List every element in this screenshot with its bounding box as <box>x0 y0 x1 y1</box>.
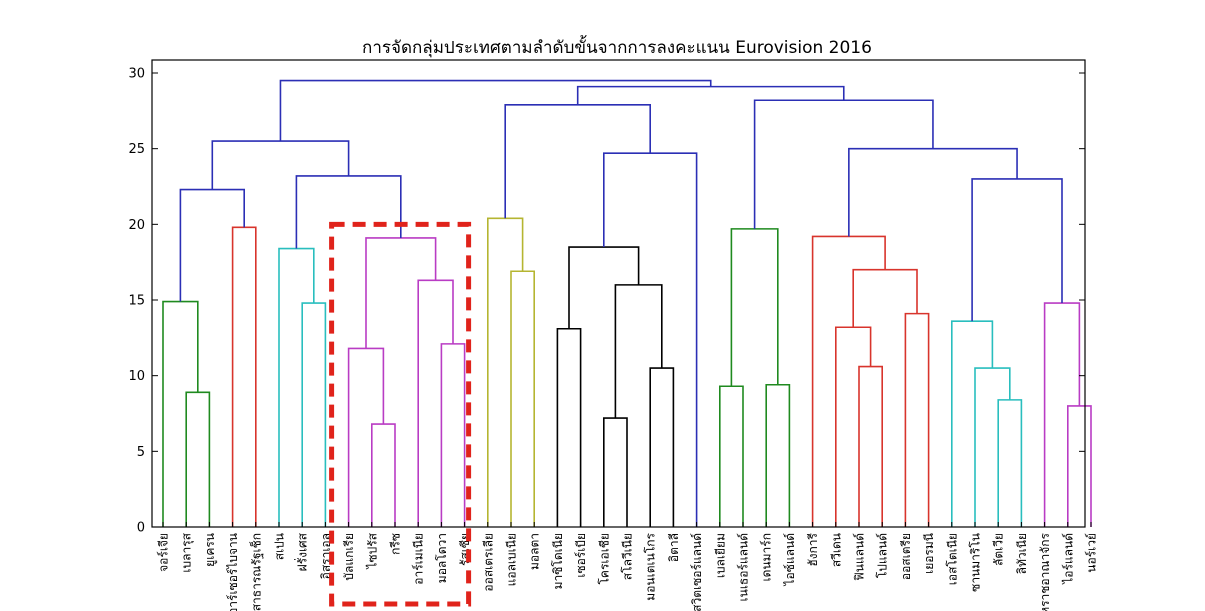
y-tick-label: 15 <box>128 294 145 309</box>
leaf-label: มอลโดวา <box>435 533 449 583</box>
y-axis: 0 5 10 15 20 25 30 <box>128 67 1085 536</box>
dendrogram-link <box>811 235 886 527</box>
highlight-box <box>329 221 472 607</box>
leaf-label: ฟินแลนด์ <box>853 533 867 581</box>
dendrogram-link <box>649 367 675 527</box>
leaf-label: จอร์เจีย <box>157 533 171 572</box>
leaf-label: เนเธอร์แลนด์ <box>737 533 751 601</box>
dendrogram-link <box>852 268 918 328</box>
leaf-label: อิสราเอล <box>319 533 333 579</box>
leaf-label: มาซิโดเนีย <box>551 533 565 589</box>
leaf-label: แอลเบเนีย <box>505 533 519 586</box>
dendrogram-link <box>371 423 396 527</box>
dendrogram-link <box>278 247 315 527</box>
dendrogram-link <box>603 417 628 527</box>
dendrogram-link <box>1067 405 1092 527</box>
leaf-label: สโลวีเนีย <box>621 533 635 580</box>
leaf-label: ไอซ์แลนด์ <box>783 533 797 586</box>
dendrogram-link <box>576 85 845 105</box>
dendrogram-link <box>440 343 466 527</box>
dendrogram-link <box>765 383 791 527</box>
y-tick-label: 10 <box>128 369 145 384</box>
leaf-label: ออสเตรีย <box>899 533 913 580</box>
y-tick-label: 5 <box>137 445 145 460</box>
dendrogram-link <box>487 217 524 527</box>
leaf-label: เดนมาร์ก <box>760 533 774 581</box>
dendrogram-link <box>730 228 779 387</box>
dendrogram-link <box>295 175 402 249</box>
leaf-label: นอร์เวย์ <box>1085 533 1099 573</box>
y-tick-label: 25 <box>128 142 145 157</box>
leaf-label: ฮังการี <box>806 532 820 566</box>
dendrogram-link <box>835 326 872 527</box>
dendrogram-link <box>753 99 934 229</box>
leaf-label: เบลารุส <box>180 532 195 572</box>
dendrogram-link <box>974 367 1011 527</box>
dendrogram-link <box>301 302 327 527</box>
dendrogram-link <box>719 385 744 527</box>
dendrogram-link <box>185 391 211 527</box>
leaf-label: เอสโตเนีย <box>945 533 959 585</box>
leaf-label: อาร์เมเนีย <box>412 533 426 585</box>
leaf-label: ยูเครน <box>203 533 218 567</box>
dendrogram-link <box>904 312 930 527</box>
plot-frame <box>151 59 1086 528</box>
leaf-label: เซอร์เบีย <box>574 533 588 578</box>
y-tick-label: 30 <box>128 67 145 82</box>
leaf-label: เบลเยียม <box>713 533 727 578</box>
x-axis: จอร์เจีย เบลารุส ยูเครน อาร์เซอร์ไบจาน สาธาร… <box>157 522 1099 611</box>
dendrogram-link <box>179 188 245 302</box>
leaf-label: มอลตา <box>528 533 542 570</box>
dendrogram-link <box>568 246 640 329</box>
dendrogram-link <box>556 327 582 527</box>
leaf-label: ลิทัวเนีย <box>1015 533 1029 574</box>
dendrogram-link <box>162 300 199 527</box>
dendrogram-link <box>510 270 535 527</box>
leaf-label: โครเอเชีย <box>597 533 611 585</box>
leaf-label: โปแลนด์ <box>876 533 890 578</box>
leaf-label: ออสเตรเลีย <box>481 533 495 592</box>
dendrogram-link <box>417 279 454 527</box>
leaf-label: ไซปรัส <box>365 532 379 569</box>
leaf-label: เยอรมนี <box>922 533 936 574</box>
leaf-label: สเปน <box>273 533 287 560</box>
dendrogram-link <box>603 152 698 527</box>
leaf-label: อาร์เซอร์ไบจาน <box>226 533 240 611</box>
dendrogram-link <box>971 178 1063 322</box>
y-tick-label: 0 <box>137 521 145 536</box>
dendrogram-links <box>162 79 1092 527</box>
leaf-label: ฝรั่งเศส <box>294 532 310 571</box>
leaf-label: บัลแกเรีย <box>342 533 356 581</box>
dendrogram-link <box>231 226 257 527</box>
dendrogram-link <box>951 320 994 527</box>
dendrogram-link <box>347 347 385 527</box>
dendrogram-link <box>279 79 712 142</box>
dendrogram-link <box>614 284 663 419</box>
dendrogram-link <box>365 237 437 349</box>
leaf-label: สหราชอาณาจักร <box>1038 532 1052 611</box>
dendrogram-link <box>1043 302 1081 527</box>
dendrogram-link <box>997 399 1023 527</box>
leaf-label: ลัตเวีย <box>992 533 1006 566</box>
leaf-label: สวีเดน <box>829 533 843 567</box>
leaf-label: สวิตเซอร์แลนด์ <box>690 533 704 611</box>
leaf-label: กรีซ <box>389 533 403 555</box>
leaf-label: ซานมาริโน <box>969 533 983 592</box>
y-tick-label: 20 <box>128 218 145 233</box>
leaf-label: มอนเตเนโกร <box>644 532 658 600</box>
dendrogram-link <box>211 140 350 190</box>
dendrogram-link <box>848 147 1018 237</box>
dendrogram-link <box>858 365 883 527</box>
dendrogram-link <box>504 103 651 219</box>
leaf-label: ไอร์แลนด์ <box>1061 533 1075 585</box>
chart-title: การจัดกลุ่มประเทศตามลำดับขั้นจากการลงคะแ… <box>362 35 872 58</box>
leaf-label: อิตาลี <box>667 533 681 562</box>
leaf-label: สาธารณรัฐเช็ก <box>248 533 263 611</box>
highlight-dashed-box <box>329 221 472 607</box>
